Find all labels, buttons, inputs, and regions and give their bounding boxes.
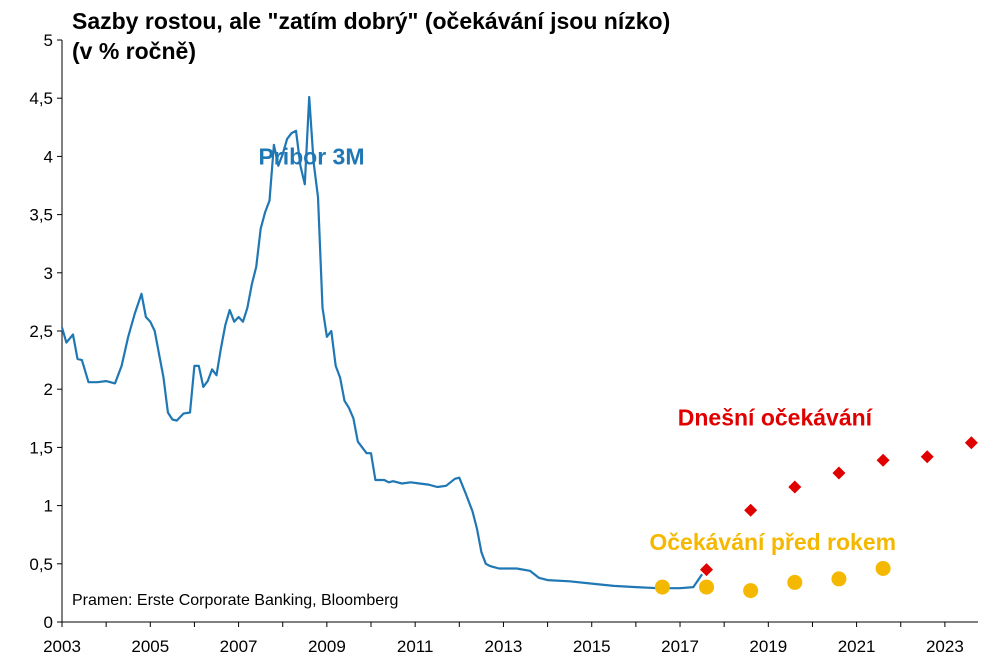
- x-tick-label: 2017: [661, 637, 699, 656]
- previous-expectation-point: [875, 560, 891, 576]
- y-tick-label: 0,5: [29, 555, 53, 574]
- y-tick-label: 4: [44, 147, 53, 166]
- current-expectation-point: [788, 480, 802, 494]
- x-tick-label: 2023: [926, 637, 964, 656]
- x-tick-label: 2021: [838, 637, 876, 656]
- y-tick-label: 1: [44, 497, 53, 516]
- y-tick-label: 2,5: [29, 322, 53, 341]
- x-tick-label: 2011: [397, 637, 434, 656]
- current-expectation-point: [920, 450, 934, 464]
- chart-title-line-1: Sazby rostou, ale "zatím dobrý" (očekává…: [72, 8, 671, 34]
- current-expectation-point: [964, 436, 978, 450]
- series-label: Pribor 3M: [258, 144, 364, 170]
- x-tick-label: 2013: [485, 637, 523, 656]
- y-tick-label: 0: [44, 613, 53, 632]
- axes-layer: 0 0,5 1 1,5 2 2,5 3 3,5 4 4,5 5 2003 2005 2007 2009 201…: [29, 31, 978, 656]
- y-tick-label: 5: [44, 31, 53, 50]
- previous-expectation-point: [699, 579, 715, 595]
- y-tick-label: 1,5: [29, 438, 53, 457]
- y-tick-label: 4,5: [29, 89, 53, 108]
- current-expectation-point: [876, 453, 890, 467]
- series-layer: [60, 95, 978, 599]
- series-label: Očekávání před rokem: [649, 529, 896, 555]
- y-tick-label: 2: [44, 380, 53, 399]
- x-tick-label: 2005: [131, 637, 169, 656]
- previous-expectation-point: [654, 579, 670, 595]
- y-tick-label: 3,5: [29, 206, 53, 225]
- previous-expectation-point: [831, 571, 847, 587]
- current-expectation-point: [700, 563, 714, 577]
- series-line-pribor-3m: [60, 95, 704, 590]
- x-tick-label: 2009: [308, 637, 346, 656]
- current-expectation-point: [832, 466, 846, 480]
- source-note: Pramen: Erste Corporate Banking, Bloombe…: [72, 592, 399, 609]
- previous-expectation-point: [743, 583, 759, 599]
- series-label: Dnešní očekávání: [678, 404, 874, 430]
- x-tick-label: 2003: [43, 637, 81, 656]
- x-tick-label: 2007: [220, 637, 258, 656]
- current-expectation-point: [744, 503, 758, 517]
- x-tick-label: 2019: [749, 637, 787, 656]
- y-tick-label: 3: [44, 264, 53, 283]
- x-tick-label: 2015: [573, 637, 611, 656]
- chart-title: Sazby rostou, ale "zatím dobrý" (očekává…: [72, 6, 670, 66]
- label-layer: Pribor 3M Dnešní očekávání Očekávání před …: [258, 144, 896, 555]
- chart-title-line-2: (v % ročně): [72, 38, 196, 64]
- previous-expectation-point: [787, 574, 803, 590]
